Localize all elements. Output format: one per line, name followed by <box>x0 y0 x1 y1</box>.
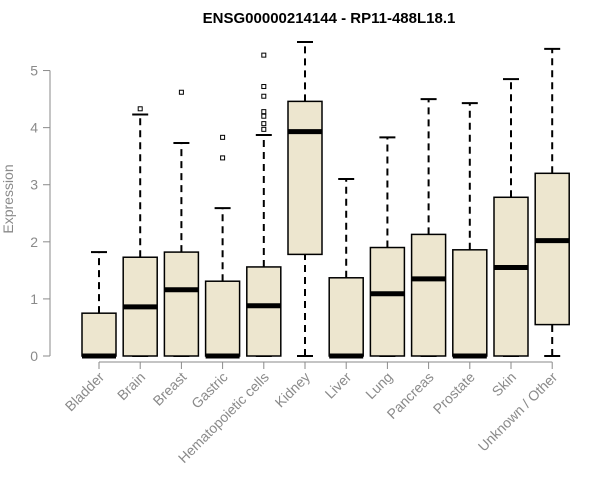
box-skin <box>493 78 529 357</box>
box-kidney <box>287 41 323 357</box>
box-pancreas <box>410 98 447 357</box>
boxes <box>81 41 570 359</box>
x-tick-label: Breast <box>150 369 190 409</box>
x-tick-label: Brain <box>114 369 148 403</box>
iqr-box <box>81 312 117 357</box>
x-tick-label: Bladder <box>62 369 108 415</box>
box-bladder <box>81 251 117 359</box>
outlier-point <box>261 84 267 90</box>
box-prostate <box>452 102 488 359</box>
box-breast <box>163 89 200 357</box>
box-brain <box>122 106 158 357</box>
iqr-box <box>369 246 406 357</box>
box-hematopoietic-cells <box>246 52 282 357</box>
x-tick-label: Skin <box>489 369 520 400</box>
x-tick-label: Prostate <box>430 369 478 417</box>
outlier-point <box>220 155 226 161</box>
box-lung <box>369 136 406 357</box>
x-tick-label: Liver <box>322 369 355 402</box>
chart-title: ENSG00000214144 - RP11-488L18.1 <box>203 10 456 27</box>
iqr-box <box>328 277 364 357</box>
y-tick-label: 1 <box>30 291 38 307</box>
box-unknown-other <box>534 47 570 357</box>
outlier-point <box>261 52 267 58</box>
y-axis-label: Expression <box>0 164 16 233</box>
x-tick-label: Kidney <box>272 369 314 411</box>
outlier-point <box>261 93 267 99</box>
outlier-point <box>261 126 267 132</box>
outlier-point <box>137 106 143 112</box>
outlier-point <box>261 109 267 115</box>
iqr-box <box>163 251 200 357</box>
iqr-box <box>204 280 241 357</box>
iqr-box <box>452 249 488 357</box>
outlier-point <box>178 89 184 95</box>
x-tick-label: Lung <box>362 369 395 402</box>
box-gastric <box>204 134 241 359</box>
iqr-box <box>246 266 282 357</box>
outlier-point <box>261 113 267 119</box>
box-liver <box>328 178 364 359</box>
outlier-point <box>261 121 267 127</box>
y-tick-label: 2 <box>30 234 38 250</box>
iqr-box <box>287 100 323 256</box>
y-tick-label: 4 <box>30 120 38 136</box>
y-axis: 0 1 2 3 4 5 <box>30 63 51 364</box>
iqr-box <box>493 196 529 357</box>
y-tick-label: 3 <box>30 177 38 193</box>
y-tick-label: 5 <box>30 63 38 79</box>
y-tick-label: 0 <box>30 348 38 364</box>
iqr-box <box>410 233 447 357</box>
outlier-point <box>220 134 226 140</box>
iqr-box <box>534 172 570 326</box>
